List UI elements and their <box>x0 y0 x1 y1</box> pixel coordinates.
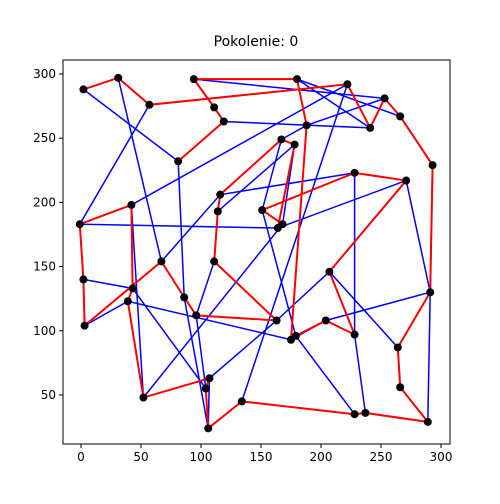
city-point <box>350 168 359 177</box>
y-tick-label: 100 <box>33 324 56 338</box>
city-point <box>189 75 198 84</box>
city-point <box>426 288 435 297</box>
city-point <box>380 94 389 103</box>
city-point <box>258 206 267 215</box>
city-point <box>180 293 189 302</box>
chart-title: Pokolenie: 0 <box>214 34 299 50</box>
y-tick-label: 50 <box>41 388 56 402</box>
city-point <box>128 284 137 293</box>
city-point <box>277 135 286 144</box>
x-tick-label: 0 <box>77 450 85 464</box>
city-point <box>210 257 219 266</box>
city-point <box>192 311 201 320</box>
city-point <box>127 200 136 209</box>
city-point <box>402 176 411 185</box>
city-point <box>123 297 132 306</box>
y-tick-label: 200 <box>33 195 56 209</box>
city-point <box>278 220 287 229</box>
city-point <box>205 374 214 383</box>
city-point <box>204 424 213 433</box>
city-point <box>361 408 370 417</box>
x-tick-label: 300 <box>430 450 453 464</box>
city-point <box>237 397 246 406</box>
x-tick-label: 150 <box>250 450 273 464</box>
city-point <box>201 384 210 393</box>
city-point <box>79 85 88 94</box>
city-point <box>210 103 219 112</box>
x-tick-label: 50 <box>133 450 148 464</box>
city-point <box>325 267 334 276</box>
city-point <box>219 117 228 126</box>
city-point <box>213 207 222 216</box>
city-point <box>396 112 405 121</box>
route-line <box>78 76 434 431</box>
city-point <box>423 417 432 426</box>
city-point <box>350 410 359 419</box>
city-point <box>321 316 330 325</box>
city-point <box>114 73 123 82</box>
city-point <box>139 393 148 402</box>
city-point <box>393 343 402 352</box>
city-point <box>302 121 311 130</box>
city-point <box>174 157 183 166</box>
x-tick-label: 250 <box>370 450 393 464</box>
city-point <box>79 275 88 284</box>
y-tick-label: 250 <box>33 131 56 145</box>
city-point <box>350 330 359 339</box>
city-point <box>272 316 281 325</box>
y-tick-label: 150 <box>33 260 56 274</box>
city-point <box>216 190 225 199</box>
city-point <box>291 331 300 340</box>
city-point <box>366 123 375 132</box>
city-point <box>396 383 405 392</box>
y-tick-label: 300 <box>33 67 56 81</box>
plot-frame <box>62 59 451 445</box>
city-point <box>343 80 352 89</box>
city-point <box>290 140 299 149</box>
x-tick-label: 100 <box>190 450 213 464</box>
city-point <box>75 220 84 229</box>
city-point <box>157 257 166 266</box>
city-point <box>145 100 154 109</box>
city-point <box>293 75 301 84</box>
x-tick-label: 200 <box>310 450 333 464</box>
city-point <box>428 161 437 170</box>
city-point <box>80 321 89 330</box>
